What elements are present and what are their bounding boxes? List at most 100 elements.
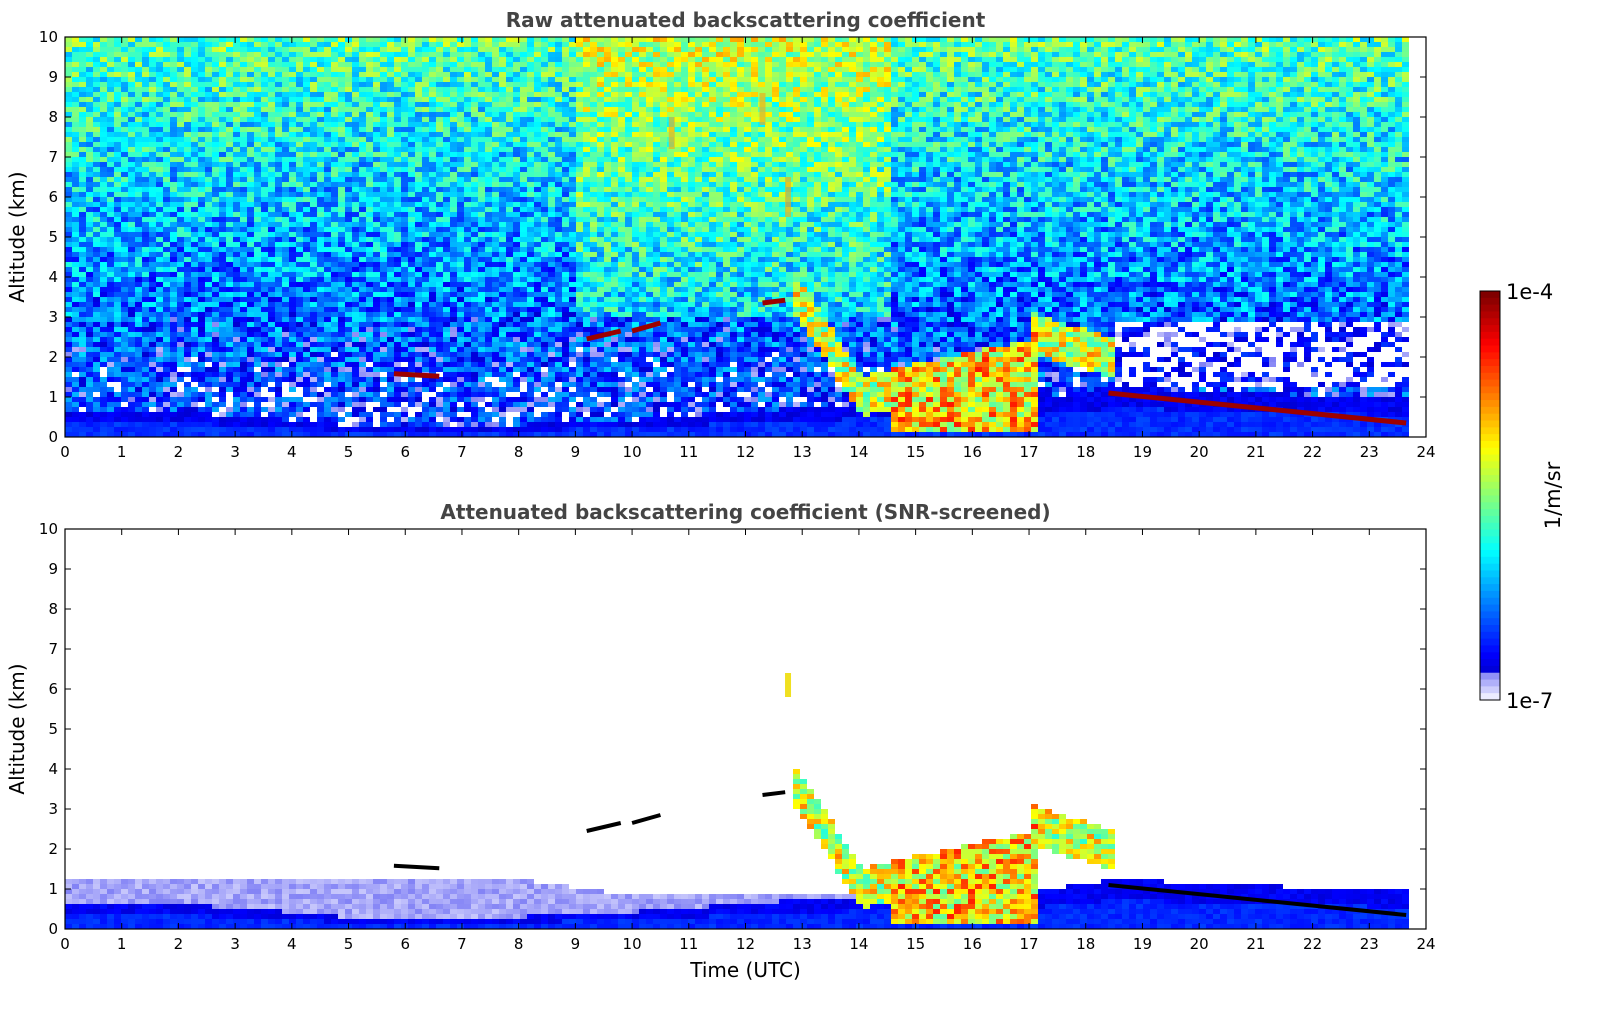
- heatmap-cell: [296, 167, 303, 172]
- heatmap-cell: [128, 412, 135, 417]
- heatmap-cell: [142, 372, 149, 377]
- heatmap-cell: [352, 242, 359, 247]
- heatmap-cell: [156, 167, 163, 172]
- heatmap-cell: [408, 137, 415, 142]
- heatmap-cell: [492, 342, 499, 347]
- heatmap-cell: [394, 152, 401, 157]
- heatmap-cell: [233, 407, 240, 412]
- heatmap-cell: [128, 372, 135, 377]
- heatmap-cell: [198, 312, 205, 317]
- heatmap-cell: [443, 422, 450, 427]
- heatmap-cell: [282, 432, 289, 437]
- heatmap-cell: [177, 82, 184, 87]
- heatmap-cell: [247, 332, 254, 337]
- heatmap-cell: [268, 302, 275, 307]
- heatmap-cell: [65, 62, 72, 67]
- heatmap-cell: [422, 382, 429, 387]
- heatmap-cell: [268, 172, 275, 177]
- heatmap-cell: [177, 247, 184, 252]
- heatmap-cell: [394, 287, 401, 292]
- heatmap-cell: [184, 152, 191, 157]
- heatmap-cell: [65, 207, 72, 212]
- heatmap-cell: [121, 267, 128, 272]
- heatmap-cell: [233, 227, 240, 232]
- heatmap-cell: [499, 97, 506, 102]
- heatmap-cell: [401, 117, 408, 122]
- heatmap-cell: [247, 92, 254, 97]
- heatmap-cell: [338, 282, 345, 287]
- heatmap-cell: [149, 357, 156, 362]
- heatmap-cell: [338, 427, 345, 432]
- heatmap-cell: [352, 207, 359, 212]
- heatmap-cell: [429, 357, 436, 362]
- heatmap-cell: [275, 297, 282, 302]
- heatmap-cell: [79, 192, 86, 197]
- heatmap-cell: [212, 232, 219, 237]
- heatmap-cell: [93, 142, 100, 147]
- heatmap-cell: [219, 137, 226, 142]
- heatmap-cell: [100, 317, 107, 322]
- heatmap-cell: [212, 262, 219, 267]
- heatmap-cell: [93, 187, 100, 192]
- heatmap-cell: [401, 92, 408, 97]
- heatmap-cell: [359, 97, 366, 102]
- heatmap-cell: [310, 322, 317, 327]
- heatmap-cell: [247, 112, 254, 117]
- heatmap-cell: [436, 77, 443, 82]
- heatmap-cell: [324, 422, 331, 427]
- heatmap-cell: [422, 157, 429, 162]
- heatmap-cell: [415, 402, 422, 407]
- heatmap-cell: [184, 182, 191, 187]
- heatmap-cell: [275, 112, 282, 117]
- heatmap-cell: [464, 157, 471, 162]
- heatmap-cell: [177, 157, 184, 162]
- heatmap-cell: [268, 367, 275, 372]
- heatmap-cell: [338, 307, 345, 312]
- heatmap-cell: [401, 262, 408, 267]
- heatmap-cell: [492, 327, 499, 332]
- heatmap-cell: [310, 192, 317, 197]
- heatmap-cell: [380, 42, 387, 47]
- heatmap-cell: [394, 147, 401, 152]
- heatmap-cell: [233, 117, 240, 122]
- heatmap-cell: [471, 257, 478, 262]
- heatmap-cell: [401, 397, 408, 402]
- heatmap-cell: [303, 57, 310, 62]
- heatmap-cell: [198, 317, 205, 322]
- heatmap-cell: [289, 347, 296, 352]
- heatmap-cell: [156, 102, 163, 107]
- heatmap-cell: [275, 177, 282, 182]
- heatmap-cell: [86, 127, 93, 132]
- heatmap-cell: [135, 347, 142, 352]
- heatmap-cell: [317, 372, 324, 377]
- heatmap-cell: [65, 42, 72, 47]
- heatmap-cell: [443, 167, 450, 172]
- heatmap-cell: [177, 337, 184, 342]
- heatmap-cell: [359, 117, 366, 122]
- heatmap-cell: [289, 352, 296, 357]
- heatmap-cell: [296, 227, 303, 232]
- heatmap-cell: [142, 232, 149, 237]
- heatmap-cell: [506, 87, 513, 92]
- heatmap-cell: [79, 262, 86, 267]
- heatmap-cell: [212, 292, 219, 297]
- heatmap-cell: [380, 147, 387, 152]
- heatmap-cell: [429, 432, 436, 437]
- heatmap-cell: [184, 272, 191, 277]
- heatmap-cell: [135, 217, 142, 222]
- heatmap-cell: [114, 92, 121, 97]
- heatmap-cell: [100, 97, 107, 102]
- heatmap-cell: [401, 217, 408, 222]
- heatmap-cell: [485, 387, 492, 392]
- heatmap-cell: [261, 272, 268, 277]
- heatmap-cell: [380, 387, 387, 392]
- heatmap-cell: [100, 237, 107, 242]
- heatmap-cell: [205, 107, 212, 112]
- heatmap-cell: [324, 132, 331, 137]
- heatmap-cell: [254, 392, 261, 397]
- heatmap-cell: [506, 102, 513, 107]
- heatmap-cell: [331, 37, 338, 42]
- heatmap-cell: [72, 387, 79, 392]
- heatmap-cell: [156, 297, 163, 302]
- heatmap-cell: [450, 297, 457, 302]
